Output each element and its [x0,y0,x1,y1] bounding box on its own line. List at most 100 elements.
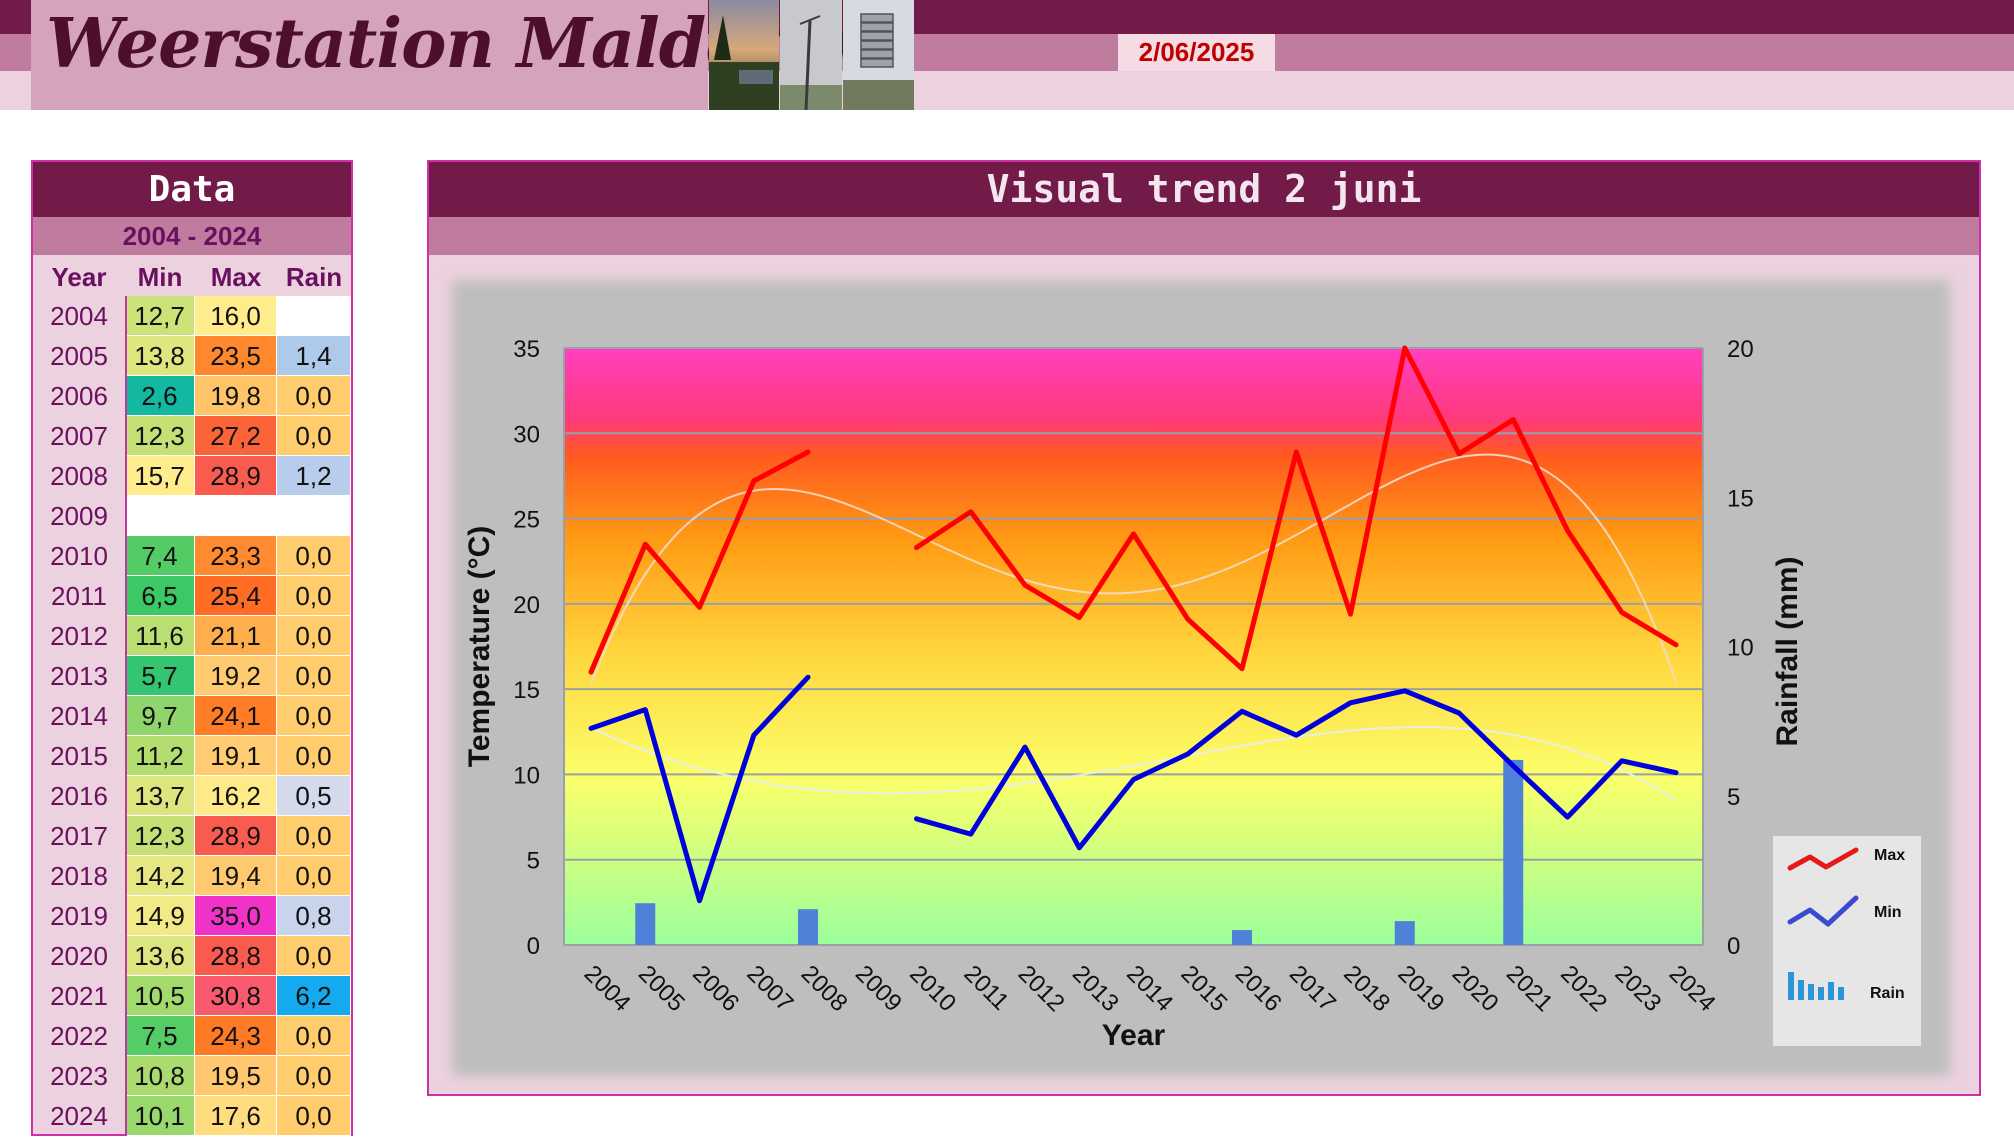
cell-rain: 6,2 [277,976,351,1016]
column-header-min: Min [137,262,183,292]
cell-min: 10,5 [125,976,195,1016]
legend-label-max: Max [1874,847,1905,864]
rain-bar [1394,921,1415,945]
cell-year: 2020 [50,941,108,971]
y-tick-label: 15 [513,677,540,704]
rain-bar [1232,930,1252,945]
max-series-line [588,345,1679,675]
cell-year: 2007 [50,421,108,451]
data-year-range: 2004 - 2024 [33,217,351,255]
cell-max: 16,0 [195,296,277,336]
cell-max: 24,1 [195,696,277,736]
y2-tick-label: 10 [1727,635,1754,662]
cell-rain: 0,0 [277,576,351,616]
cell-min: 13,7 [125,776,195,816]
y2-tick-label: 0 [1727,933,1740,960]
cell-rain: 0,0 [277,936,351,976]
cell-year: 2013 [50,661,108,691]
cell-max: 23,5 [195,336,277,376]
column-header-year: Year [51,262,107,292]
cell-rain: 0,5 [277,776,351,816]
y-tick-label: 35 [513,336,540,363]
cell-rain: 0,0 [277,536,351,576]
column-header-rain: Rain [285,262,343,292]
cell-year: 2019 [50,901,108,931]
cell-min: 13,6 [125,936,195,976]
cell-min: 7,4 [125,536,195,576]
chart-panel-subbar [429,217,1979,255]
rain-bar [798,909,818,945]
cell-rain: 0,0 [277,616,351,656]
cell-year: 2022 [50,1021,108,1051]
cell-max: 28,8 [195,936,277,976]
cell-max: 25,4 [195,576,277,616]
cell-min: 12,3 [125,816,195,856]
y2-tick-label: 20 [1727,336,1754,363]
cell-min: 14,9 [125,896,195,936]
title-box [31,0,708,110]
y-tick-label: 30 [513,421,540,448]
cell-min: 9,7 [125,696,195,736]
cell-rain: 0,0 [277,1016,351,1056]
cell-year: 2011 [51,581,107,611]
cell-year: 2006 [50,381,108,411]
cell-rain: 0,8 [277,896,351,936]
legend-max-icon [1787,847,1859,871]
cell-min: 10,8 [125,1056,195,1096]
cell-rain: 1,4 [277,336,351,376]
cell-max: 16,2 [195,776,277,816]
cell-min: 14,2 [125,856,195,896]
min-trendline [590,726,1677,802]
cell-max [195,496,277,536]
cell-min: 11,2 [125,736,195,776]
legend-min-icon [1787,895,1859,927]
cell-rain [277,296,351,336]
min-series-line [588,674,1679,904]
cell-year: 2009 [50,501,108,531]
cell-rain: 0,0 [277,1056,351,1096]
cell-min: 11,6 [125,616,195,656]
cell-rain: 0,0 [277,696,351,736]
cell-min: 2,6 [125,376,195,416]
cell-rain: 0,0 [277,816,351,856]
legend-rain-icon [1838,987,1844,1000]
column-header-max: Max [210,262,262,292]
y-tick-label: 0 [527,933,540,960]
cell-year: 2012 [50,621,108,651]
cell-year: 2023 [50,1061,108,1091]
cell-max: 27,2 [195,416,277,456]
cell-max: 19,2 [195,656,277,696]
data-panel-title: Data [33,162,351,217]
legend-label-rain: Rain [1870,985,1905,1002]
cell-rain: 0,0 [277,376,351,416]
legend-rain-icon [1808,984,1814,1000]
legend-label-min: Min [1874,904,1902,921]
cell-max: 19,1 [195,736,277,776]
current-date: 2/06/2025 [1138,37,1255,67]
legend-rain-icon [1818,987,1824,1000]
y-tick-label: 10 [513,762,540,789]
cell-min: 15,7 [125,456,195,496]
y2-tick-label: 15 [1727,485,1754,512]
cell-max: 19,8 [195,376,277,416]
cell-max: 24,3 [195,1016,277,1056]
cell-year: 2015 [50,741,108,771]
x-axis-title: Year [1102,1019,1166,1052]
photo-mast [780,0,842,110]
cell-max: 21,1 [195,616,277,656]
cell-max: 35,0 [195,896,277,936]
cell-year: 2017 [50,821,108,851]
cell-min: 12,7 [125,296,195,336]
date-box: 2/06/2025 [1118,34,1275,71]
legend-box [1773,836,1921,1046]
y-tick-label: 5 [527,848,540,875]
cell-rain: 0,0 [277,1096,351,1136]
legend-rain-icon [1788,972,1794,1000]
cell-rain [277,496,351,536]
cell-max: 28,9 [195,816,277,856]
cell-year: 2021 [50,981,108,1011]
photo-screen [843,0,914,110]
cell-rain: 1,2 [277,456,351,496]
cell-min [125,496,195,536]
